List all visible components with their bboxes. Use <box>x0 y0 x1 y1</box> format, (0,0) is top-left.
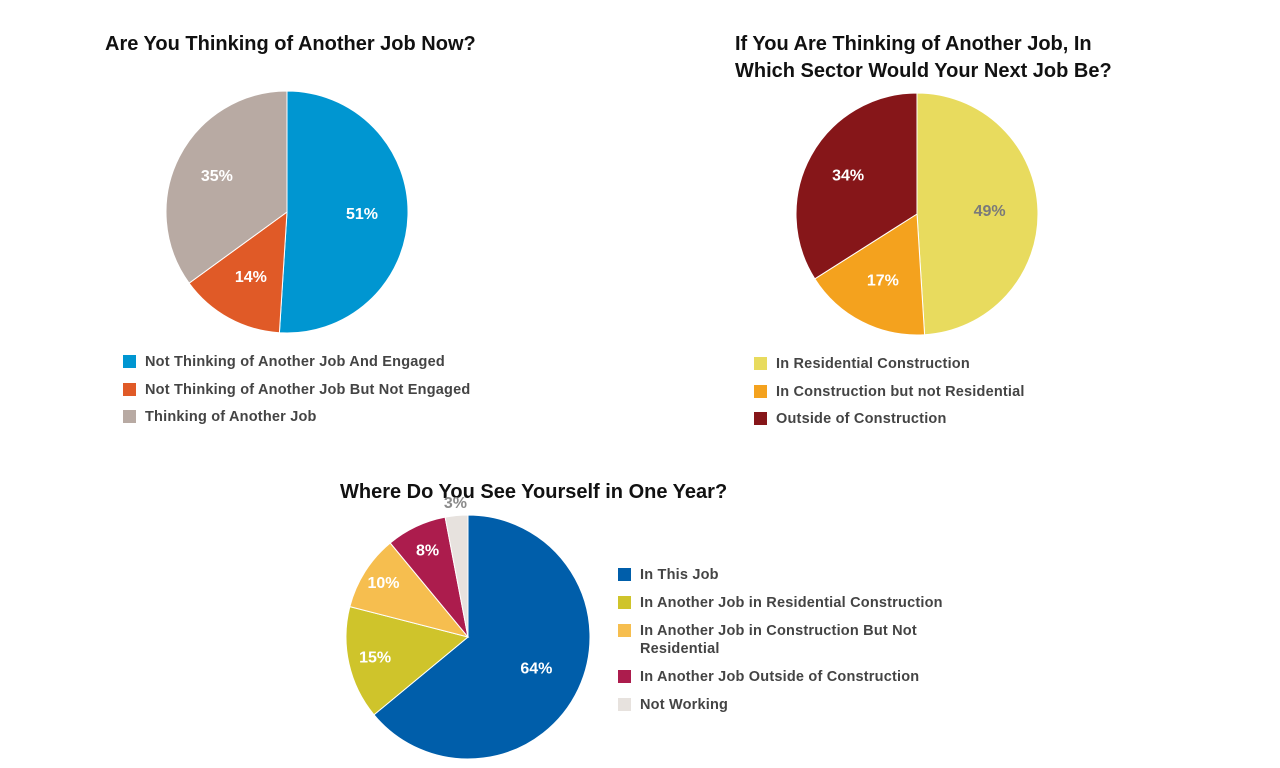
legend-swatch <box>618 670 631 683</box>
slice-value-label-not-working: 3% <box>444 495 467 512</box>
chart-title-next-job-sector: If You Are Thinking of Another Job, In W… <box>735 33 1112 82</box>
pie-slice-not-thinking-of-another-job-and-engaged <box>278 90 409 334</box>
slice-value-label-in-residential-construction: 49% <box>974 203 1006 220</box>
legend-swatch <box>123 382 136 396</box>
legend-item-in-another-job-outside-of-construction: In Another Job Outside of Construction <box>618 668 948 686</box>
legend-item-not-working: Not Working <box>618 696 948 714</box>
legend-label: In Another Job Outside of Construction <box>640 669 920 685</box>
legend-item-in-another-job-in-construction-but-not-residential: In Another Job in Construction But Not R… <box>618 622 948 658</box>
legend-item-in-construction-but-not-residential: In Construction but not Residential <box>754 383 1025 401</box>
legend-thinking-another-job: Not Thinking of Another Job And Engaged N… <box>123 353 470 436</box>
legend-label: Not Thinking of Another Job But Not Enga… <box>145 381 471 398</box>
legend-item-not-thinking-of-another-job-and-engaged: Not Thinking of Another Job And Engaged <box>123 353 470 371</box>
chart-title-one-year: Where Do You See Yourself in One Year? <box>340 481 728 503</box>
legend-swatch <box>618 596 631 609</box>
slice-value-label-in-another-job-outside-of-construction: 8% <box>416 542 439 559</box>
slice-value-label-in-construction-but-not-residential: 17% <box>867 272 899 289</box>
pie-slice-in-construction-but-not-residential <box>814 213 926 336</box>
legend-label: In Residential Construction <box>776 356 970 372</box>
slice-value-label-outside-of-construction: 34% <box>832 168 864 185</box>
legend-item-in-another-job-in-residential-construction: In Another Job in Residential Constructi… <box>618 594 948 612</box>
legend-label: Thinking of Another Job <box>145 409 317 425</box>
pie-chart-thinking-another-job: 51% 14% 35% <box>165 90 409 334</box>
legend-item-thinking-of-another-job: Thinking of Another Job <box>123 408 470 426</box>
legend-one-year: In This Job In Another Job in Residential… <box>618 566 948 724</box>
pie-slice-in-this-job <box>373 514 591 760</box>
legend-item-in-residential-construction: In Residential Construction <box>754 355 1025 373</box>
legend-swatch <box>618 698 631 711</box>
slice-value-label-in-this-job: 64% <box>520 661 552 678</box>
slice-value-label-in-another-job-in-construction-but-not-residential: 10% <box>367 575 399 592</box>
pie-slice-not-thinking-of-another-job-but-not-engaged <box>188 210 288 334</box>
pie-chart-one-year: 64% 15% 10% 8% 3% <box>345 495 591 760</box>
legend-swatch <box>618 624 631 637</box>
slice-value-label-not-thinking-of-another-job-but-not-engaged: 14% <box>235 269 267 286</box>
legend-label: In This Job <box>640 567 719 583</box>
legend-label: Not Working <box>640 697 729 713</box>
chart-title-thinking-another-job: Are You Thinking of Another Job Now? <box>105 33 476 55</box>
slice-value-label-in-another-job-in-residential-construction: 15% <box>359 649 391 666</box>
legend-next-job-sector: In Residential Construction In Constructi… <box>754 355 1025 438</box>
pie-slice-not-working <box>444 514 469 638</box>
slice-value-label-thinking-of-another-job: 35% <box>201 168 233 185</box>
legend-swatch <box>754 384 767 398</box>
legend-swatch <box>123 355 136 368</box>
legend-label: In Construction but not Residential <box>776 383 1025 400</box>
legend-label: Not Thinking of Another Job And Engaged <box>145 354 445 370</box>
legend-item-outside-of-construction: Outside of Construction <box>754 410 1025 428</box>
legend-label: In Another Job in Construction But Not R… <box>640 623 917 657</box>
pie-chart-next-job-sector: 49% 17% 34% <box>795 92 1039 336</box>
legend-label: Outside of Construction <box>776 411 947 427</box>
pie-slice-thinking-of-another-job <box>165 90 288 284</box>
legend-swatch <box>123 410 136 423</box>
legend-swatch <box>754 412 767 425</box>
pie-slice-in-residential-construction <box>916 92 1039 336</box>
pie-slice-in-another-job-in-construction-but-not-residential <box>349 542 470 638</box>
legend-label: In Another Job in Residential Constructi… <box>640 595 943 611</box>
legend-item-not-thinking-of-another-job-but-not-engaged: Not Thinking of Another Job But Not Enga… <box>123 381 470 399</box>
legend-item-in-this-job: In This Job <box>618 566 948 584</box>
pie-slice-outside-of-construction <box>795 92 918 280</box>
legend-swatch <box>618 568 631 581</box>
slice-value-label-not-thinking-of-another-job-and-engaged: 51% <box>346 206 378 223</box>
legend-swatch <box>754 357 767 370</box>
pie-slice-in-another-job-in-residential-construction <box>345 606 470 716</box>
